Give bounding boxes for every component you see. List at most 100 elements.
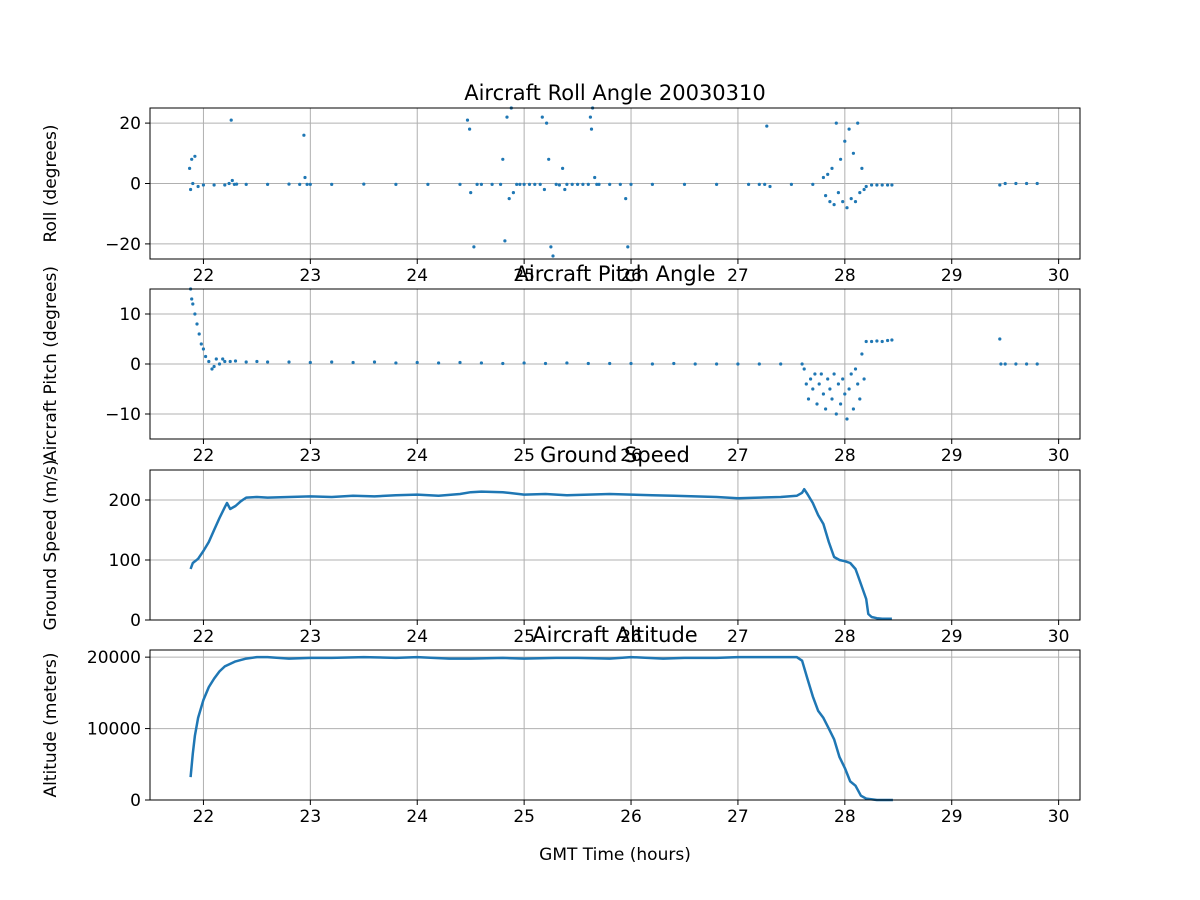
data-point — [843, 392, 847, 396]
x-tick-label: 24 — [406, 627, 428, 647]
data-point — [233, 359, 238, 363]
data-point — [217, 362, 222, 366]
data-point — [650, 362, 655, 366]
data-point — [362, 182, 366, 186]
data-point — [522, 361, 526, 365]
data-point — [629, 361, 633, 366]
data-point — [1014, 362, 1018, 366]
data-point — [527, 182, 532, 186]
data-point — [999, 362, 1003, 366]
data-point — [757, 182, 761, 186]
data-point — [458, 182, 462, 186]
data-point — [757, 362, 761, 366]
data-point — [581, 182, 585, 186]
data-point — [586, 361, 590, 366]
data-point — [839, 402, 843, 406]
x-tick-label: 26 — [620, 446, 642, 466]
y-axis-label: Altitude (meters) — [41, 652, 61, 797]
subplot-title: Aircraft Roll Angle 20030310 — [464, 81, 766, 105]
x-tick-label: 22 — [193, 807, 215, 827]
data-point — [543, 361, 548, 366]
data-point — [890, 338, 894, 342]
data-point — [890, 183, 894, 187]
data-point — [608, 361, 612, 366]
y-tick-label: 100 — [109, 551, 141, 571]
data-point — [828, 387, 832, 391]
y-tick-label: 20000 — [87, 648, 141, 668]
data-point — [501, 157, 505, 161]
data-point — [223, 183, 227, 187]
data-point — [841, 200, 845, 204]
data-point — [824, 194, 828, 198]
data-point — [804, 382, 808, 386]
data-point — [465, 118, 470, 122]
data-point — [1014, 181, 1018, 186]
data-point — [826, 377, 830, 381]
data-point — [308, 360, 312, 365]
data-point — [851, 151, 856, 155]
x-tick-label: 23 — [300, 627, 322, 647]
data-point — [779, 362, 783, 366]
data-point — [201, 347, 205, 351]
x-tick-label: 30 — [1048, 627, 1070, 647]
data-point — [195, 322, 199, 326]
data-point — [1003, 362, 1007, 366]
data-point — [227, 181, 231, 186]
data-point — [554, 182, 558, 186]
data-point — [880, 339, 884, 344]
x-tick-label: 28 — [834, 807, 856, 827]
data-point — [595, 182, 599, 186]
data-point — [817, 382, 821, 386]
data-point — [518, 182, 522, 186]
data-point — [800, 362, 804, 366]
data-point — [522, 182, 526, 186]
x-tick-label: 22 — [193, 446, 215, 466]
data-point — [597, 182, 601, 186]
y-tick-label: 200 — [109, 491, 141, 511]
data-point — [864, 339, 868, 344]
data-point — [287, 182, 291, 186]
data-point — [693, 362, 697, 366]
y-axis-label: Roll (degrees) — [41, 125, 61, 243]
data-point — [672, 361, 676, 366]
data-point — [608, 182, 612, 186]
data-point — [255, 359, 259, 364]
data-point — [298, 182, 302, 186]
x-tick-label: 29 — [941, 266, 963, 286]
data-point — [819, 372, 823, 376]
y-tick-label: 0 — [130, 611, 141, 631]
x-tick-label: 24 — [406, 266, 428, 286]
data-point — [415, 360, 419, 365]
data-point — [998, 337, 1002, 341]
data-point — [210, 367, 214, 371]
data-point — [563, 187, 567, 192]
data-point — [545, 121, 549, 125]
data-point — [864, 184, 868, 189]
data-point — [204, 354, 208, 359]
data-point — [533, 182, 537, 186]
data-point — [266, 182, 270, 186]
data-point — [588, 115, 593, 119]
data-point — [821, 175, 826, 180]
data-point — [561, 166, 565, 170]
x-tick-label: 23 — [300, 266, 322, 286]
data-point — [570, 182, 574, 186]
data-point — [538, 182, 542, 186]
data-point — [426, 182, 430, 186]
data-point — [551, 254, 555, 258]
data-point — [847, 127, 851, 131]
data-point — [199, 342, 203, 346]
subplot-title: Ground Speed — [540, 443, 690, 467]
data-point — [212, 364, 216, 369]
x-tick-label: 24 — [406, 446, 428, 466]
data-point — [228, 359, 232, 364]
data-point — [828, 200, 832, 204]
data-point — [886, 338, 890, 343]
data-point — [472, 245, 476, 249]
data-point — [847, 387, 851, 391]
data-point — [715, 182, 719, 186]
y-tick-label: 10 — [119, 305, 141, 325]
data-point — [1035, 362, 1039, 366]
